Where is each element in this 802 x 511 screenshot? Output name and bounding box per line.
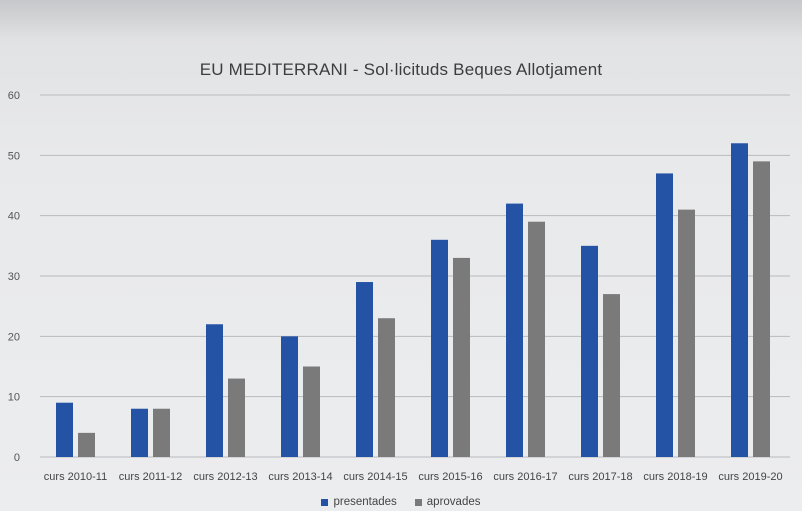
x-tick-label-2: curs 2012-13 <box>193 471 257 483</box>
bar-aprovades-4 <box>378 318 395 457</box>
y-tick-label-60: 60 <box>8 90 20 102</box>
y-tick-label-20: 20 <box>8 331 20 343</box>
x-tick-label-0: curs 2010-11 <box>44 471 107 483</box>
bar-aprovades-1 <box>153 408 170 457</box>
bar-aprovades-3 <box>303 366 320 457</box>
bar-presentades-2 <box>206 324 223 457</box>
y-tick-label-10: 10 <box>8 392 20 404</box>
legend-item-presentades: presentades <box>321 496 397 508</box>
bar-presentades-3 <box>281 336 298 457</box>
x-tick-label-4: curs 2014-15 <box>343 471 407 483</box>
x-tick-label-1: curs 2011-12 <box>119 471 182 483</box>
bar-aprovades-9 <box>753 161 770 457</box>
bar-aprovades-5 <box>453 257 470 457</box>
x-tick-label-9: curs 2019-20 <box>718 471 782 483</box>
y-tick-label-0: 0 <box>14 452 20 464</box>
x-tick-label-5: curs 2015-16 <box>418 471 482 483</box>
legend-label-presentades: presentades <box>333 496 397 508</box>
bar-presentades-9 <box>731 143 748 457</box>
y-tick-label-40: 40 <box>8 211 20 223</box>
x-tick-label-3: curs 2013-14 <box>268 471 332 483</box>
legend-label-aprovades: aprovades <box>426 496 481 508</box>
bar-presentades-5 <box>431 239 448 457</box>
x-tick-label-8: curs 2018-19 <box>643 471 707 483</box>
y-tick-label-50: 50 <box>8 150 20 162</box>
bar-aprovades-2 <box>228 378 245 457</box>
bar-presentades-1 <box>131 408 148 457</box>
legend-swatch-presentades <box>321 498 329 506</box>
photo-shadow <box>0 0 802 40</box>
bar-presentades-0 <box>56 402 73 457</box>
legend-swatch-aprovades <box>414 498 422 506</box>
chart-legend: presentades aprovades <box>0 496 802 508</box>
x-tick-label-6: curs 2016-17 <box>493 471 557 483</box>
chart-title: EU MEDITERRANI - Sol·licituds Beques All… <box>199 60 603 79</box>
bar-presentades-6 <box>506 203 523 457</box>
bar-aprovades-0 <box>78 432 95 457</box>
bar-presentades-7 <box>581 245 598 457</box>
bar-aprovades-6 <box>528 221 545 457</box>
x-tick-label-7: curs 2017-18 <box>568 471 632 483</box>
legend-item-aprovades: aprovades <box>414 496 481 508</box>
y-tick-label-30: 30 <box>8 271 20 283</box>
bar-aprovades-7 <box>603 294 620 457</box>
bar-presentades-8 <box>656 173 673 457</box>
bar-aprovades-8 <box>678 209 695 457</box>
bar-presentades-4 <box>356 282 373 457</box>
